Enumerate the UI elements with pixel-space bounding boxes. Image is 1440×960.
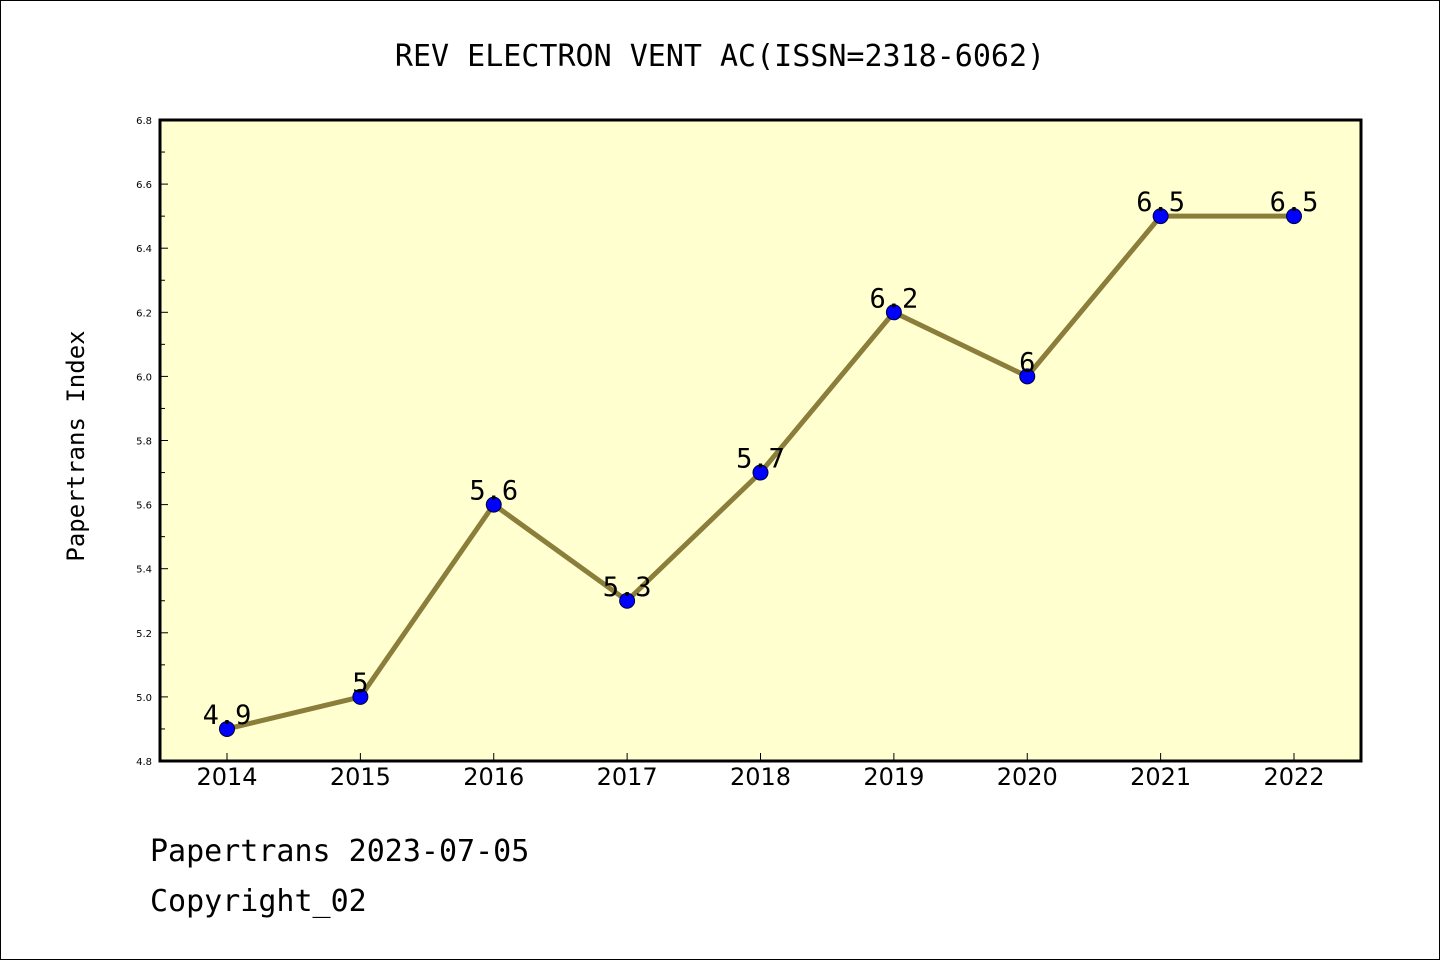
y-tick-label: 6.2 [136,308,152,319]
y-axis-label: Papertrans Index [62,330,90,561]
data-point [352,688,369,705]
data-label: 6.5 [1136,187,1185,218]
data-label: 6.5 [1270,187,1319,218]
data-labels: 4.9 5 5.6 5.3 5.7 6.2 6 6.5 6.5 [203,187,1319,731]
data-label: 5.3 [603,572,652,603]
y-tick-label: 5.6 [136,501,152,512]
footer-copyright: Copyright_02 [150,884,367,919]
data-label: 5 [352,668,368,699]
data-point [485,496,502,513]
data-point [752,464,769,481]
data-point [885,304,902,321]
x-tick-label: 2014 [196,763,257,791]
x-tick-label: 2022 [1263,763,1324,791]
chart-title: REV ELECTRON VENT AC(ISSN=2318-6062) [395,39,1045,74]
y-tick-label: 4.8 [136,757,152,768]
y-tick-label: 6.0 [136,372,152,383]
x-tick-label: 2015 [330,763,391,791]
data-point [1019,368,1036,385]
x-tick-label: 2018 [730,763,791,791]
data-point [1286,208,1302,225]
x-tick-label: 2020 [997,763,1058,791]
data-label: 6.2 [869,283,918,314]
x-tick-label: 2016 [463,763,524,791]
series-markers [219,208,1302,737]
data-label: 5.6 [469,476,518,507]
data-label: 6 [1019,347,1035,378]
data-label: 4.9 [203,700,252,731]
footer-date: Papertrans 2023-07-05 [150,834,530,869]
x-tick-label: 2017 [597,763,658,791]
y-tick-label: 6.8 [136,116,152,127]
axis-ticks: 4.8 5.0 5.2 5.4 5.6 5.8 6.0 6.2 6.4 6.6 6.8 2014 201… [136,116,1324,791]
plot-area [160,120,1361,761]
y-tick-label: 6.4 [136,244,152,255]
plot-border [158,118,1363,763]
y-tick-label: 5.0 [136,693,152,704]
data-label: 5.7 [736,444,785,475]
data-point [1152,208,1169,225]
y-tick-label: 5.8 [136,437,152,448]
y-tick-label: 5.4 [136,565,152,576]
y-tick-label: 5.2 [136,629,152,640]
x-tick-label: 2019 [863,763,924,791]
y-tick-label: 6.6 [136,180,152,191]
x-tick-label: 2021 [1130,763,1191,791]
data-point [619,592,636,609]
data-point [219,720,235,737]
